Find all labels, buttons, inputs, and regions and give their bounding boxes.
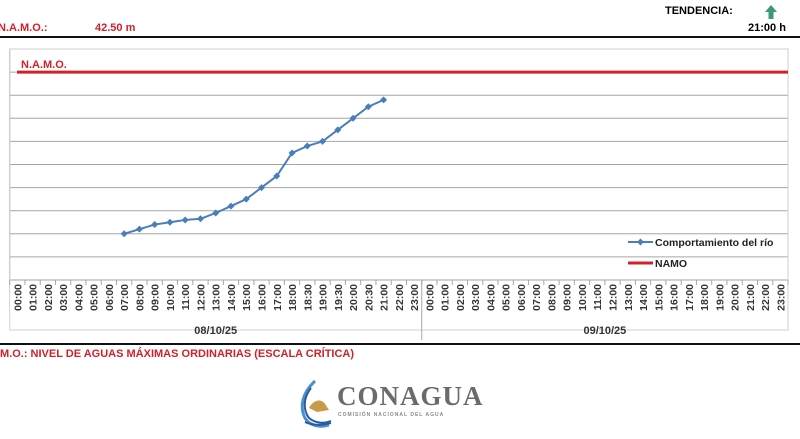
- x-tick-label: 08:00: [546, 284, 558, 311]
- x-tick-label: 01:00: [440, 284, 452, 311]
- x-tick-label: 21:00: [745, 284, 757, 311]
- x-tick-label: 19:30: [333, 284, 345, 311]
- data-point: [364, 103, 372, 111]
- legend-series-marker: [637, 238, 644, 246]
- x-tick-label: 14:00: [638, 284, 650, 311]
- x-tick-label: 13:00: [211, 284, 223, 311]
- namo-value: 42.50 m: [95, 22, 136, 34]
- data-point: [380, 96, 388, 104]
- x-tick-label: 10:00: [577, 284, 589, 311]
- x-tick-label: 19:00: [318, 284, 330, 311]
- x-tick-label: 19:00: [714, 284, 726, 311]
- x-tick-label: 06:00: [516, 284, 528, 311]
- x-tick-label: 11:00: [180, 284, 192, 310]
- x-tick-label: 23:00: [775, 284, 787, 311]
- x-tick-label: 22:00: [760, 284, 772, 311]
- x-tick-label: 17:00: [272, 284, 284, 311]
- logo-emblem-icon: [300, 379, 332, 428]
- x-tick-label: 00:00: [12, 284, 24, 311]
- x-tick-label: 03:00: [470, 284, 482, 311]
- x-tick-label: 00:00: [424, 284, 436, 311]
- legend-namo-label: NAMO: [655, 258, 687, 270]
- x-tick-label: 12:00: [195, 284, 207, 311]
- top-divider: [0, 36, 800, 38]
- x-tick-label: 07:00: [119, 284, 131, 311]
- x-tick-label: 18:00: [287, 284, 299, 311]
- logo-text: CONAGUA: [337, 381, 484, 411]
- x-tick-label: 22:00: [394, 284, 406, 311]
- x-tick-label: 02:00: [43, 284, 55, 311]
- x-tick-label: 20:00: [348, 284, 360, 311]
- x-tick-label: 01:00: [28, 284, 40, 311]
- x-tick-label: 02:00: [455, 284, 467, 311]
- data-point: [273, 172, 281, 180]
- x-tick-label: 16:00: [669, 284, 681, 311]
- plot-border: [9, 48, 789, 331]
- x-tick-label: 09:00: [562, 284, 574, 311]
- time-label: 21:00 h: [748, 22, 786, 34]
- data-point: [349, 114, 357, 122]
- series-line: [123, 98, 385, 235]
- x-tick-label: 04:00: [485, 284, 497, 311]
- x-group-label: 08/10/25: [194, 325, 237, 337]
- x-tick-label: 14:00: [226, 284, 238, 311]
- x-tick-label: 23:00: [409, 284, 421, 311]
- x-tick-label: 11:00: [592, 284, 604, 310]
- x-tick-label: 07:00: [531, 284, 543, 311]
- x-tick-label: 15:00: [653, 284, 665, 311]
- x-group-label: 09/10/25: [583, 325, 626, 337]
- x-tick-label: 16:00: [257, 284, 269, 311]
- x-tick-label: 05:00: [89, 284, 101, 311]
- x-tick-label: 04:00: [73, 284, 85, 311]
- data-point: [212, 209, 220, 217]
- conagua-logo: CONAGUA COMISIÓN NACIONAL DEL AGUA: [295, 378, 485, 430]
- logo-subtitle: COMISIÓN NACIONAL DEL AGUA: [338, 412, 445, 418]
- data-point: [258, 184, 266, 192]
- data-point: [135, 225, 143, 233]
- bottom-divider: [0, 343, 800, 345]
- namo-label: N.A.M.O.:: [0, 22, 48, 34]
- x-tick-label: 09:00: [150, 284, 162, 311]
- footer-note: N.A.M.O.: NIVEL DE AGUAS MÁXIMAS ORDINAR…: [0, 348, 355, 360]
- x-tick-label: 17:00: [684, 284, 696, 311]
- data-point: [181, 216, 189, 224]
- data-point: [242, 195, 250, 203]
- x-tick-label: 12:00: [608, 284, 620, 311]
- data-point: [334, 126, 342, 134]
- namo-line-label: N.A.M.O.: [21, 59, 67, 71]
- x-tick-label: 10:00: [165, 284, 177, 311]
- data-point: [151, 221, 159, 229]
- x-tick-label: 15:00: [241, 284, 253, 311]
- x-tick-label: 18:00: [699, 284, 711, 311]
- x-tick-label: 13:00: [623, 284, 635, 311]
- x-tick-label: 18:30: [302, 284, 314, 311]
- x-tick-label: 21:00: [379, 284, 391, 311]
- legend-series-label: Comportamiento del río: [655, 237, 773, 249]
- x-tick-label: 20:00: [730, 284, 742, 311]
- data-point: [196, 215, 204, 223]
- chart: 00:00 01:00 02:00 03:00 04:00 05:00 06:00 07:00…: [9, 48, 789, 340]
- x-tick-label: 03:00: [58, 284, 70, 311]
- arrow-up-icon: [764, 4, 778, 20]
- data-point: [303, 142, 311, 150]
- x-tick-label: 06:00: [104, 284, 116, 311]
- data-point: [166, 218, 174, 226]
- x-tick-label: 05:00: [501, 284, 513, 311]
- data-point: [227, 202, 235, 210]
- tendencia-label: TENDENCIA:: [665, 5, 733, 17]
- data-point: [319, 137, 327, 145]
- data-point: [288, 149, 296, 157]
- data-point: [120, 230, 128, 238]
- x-tick-label: 08:00: [134, 284, 146, 311]
- x-tick-label: 20:30: [363, 284, 375, 311]
